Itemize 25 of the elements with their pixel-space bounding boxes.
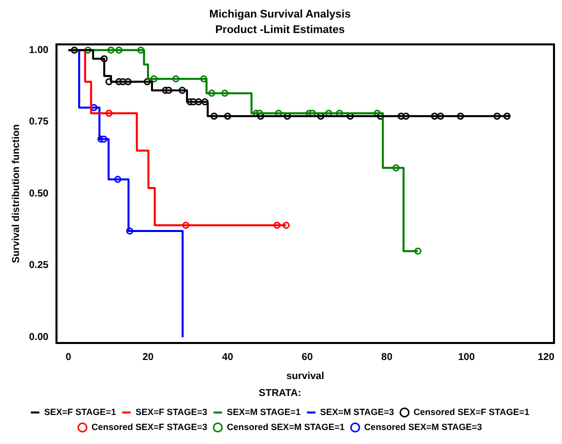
y-tick-label: 0.75 (28, 116, 49, 128)
x-tick-label: 100 (458, 352, 476, 363)
chart-title: Michigan Survival Analysis (209, 8, 351, 21)
legend-label: SEX=M STAGE=1 (226, 406, 301, 417)
y-tick-label: 0.00 (28, 332, 49, 344)
legend-label: Censored SEX=F STAGE=3 (91, 422, 208, 432)
legend-label: Censored SEX=M STAGE=3 (364, 422, 482, 432)
legend-label: SEX=M STAGE=3 (320, 406, 394, 417)
legend-label: SEX=F STAGE=1 (44, 406, 116, 417)
x-tick-label: 60 (302, 352, 314, 363)
y-tick-label: 0.25 (28, 260, 49, 272)
y-tick-label: 0.50 (28, 188, 49, 200)
x-tick-label: 0 (66, 352, 72, 363)
x-tick-label: 40 (222, 352, 234, 363)
x-tick-label: 20 (142, 352, 154, 363)
y-tick-label: 1.00 (28, 44, 49, 56)
legend-label: Censored SEX=M STAGE=1 (226, 422, 345, 432)
legend-label: Censored SEX=F STAGE=1 (414, 406, 530, 417)
x-tick-label: 120 (538, 352, 555, 363)
legend-label: SEX=F STAGE=3 (135, 406, 208, 417)
chart-subtitle: Product -Limit Estimates (215, 24, 345, 36)
legend-title: STRATA: (258, 388, 302, 399)
x-tick-label: 80 (381, 352, 393, 363)
x-axis-title: survival (286, 370, 324, 382)
y-axis-title: Survival distribution function (10, 124, 22, 264)
